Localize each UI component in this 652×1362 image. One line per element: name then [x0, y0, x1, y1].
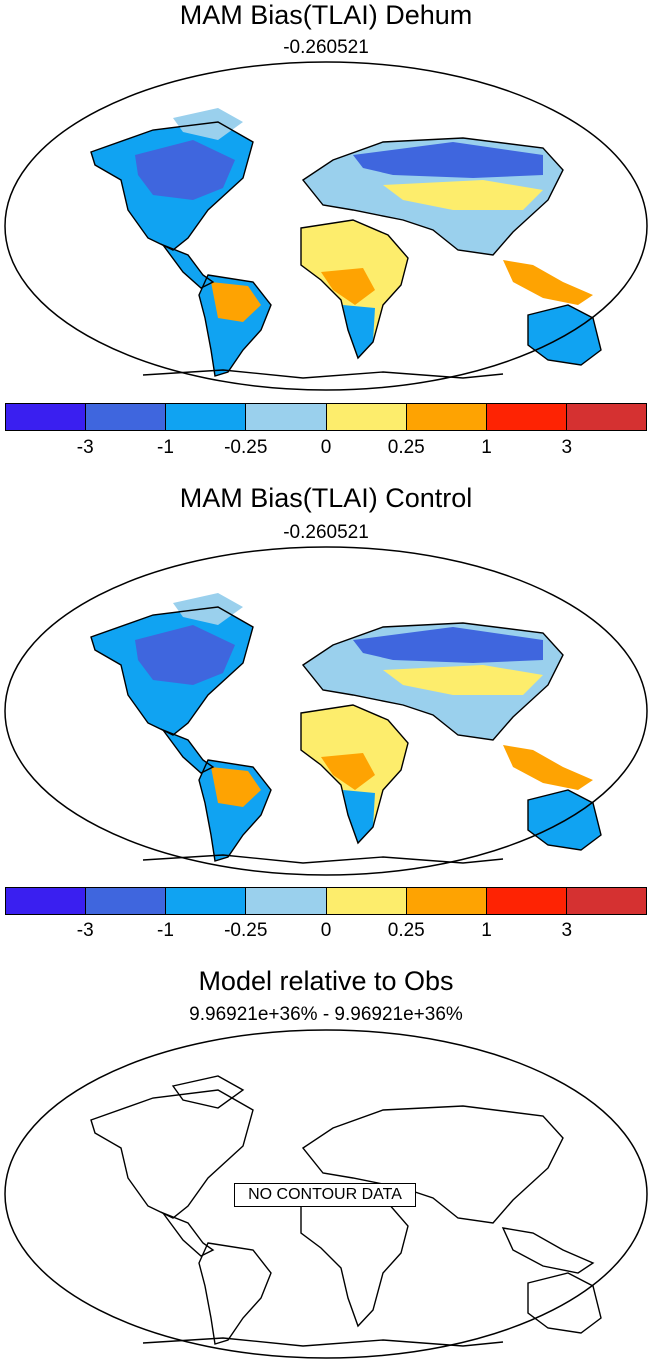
colorbar-1-swatch	[246, 404, 327, 430]
north-america-dark	[135, 140, 235, 200]
colorbar-1-labels: -3 -1 -0.25 0 0.25 1 3	[5, 437, 647, 461]
panel-2-title: MAM Bias(TLAI) Control	[179, 483, 473, 513]
colorbar-2-label: -3	[76, 920, 94, 941]
colorbar-2-swatch	[326, 888, 407, 914]
panel-2-map	[4, 546, 648, 876]
no-contour-data-label: NO CONTOUR DATA	[234, 1183, 416, 1207]
panel-1-fill	[91, 108, 601, 376]
colorbar-2-swatch	[166, 888, 247, 914]
panel-2-frame	[4, 546, 648, 876]
colorbar-1-label: -3	[76, 437, 94, 458]
colorbar-1-label: 0	[320, 437, 332, 458]
colorbar-2-swatch	[486, 888, 567, 914]
se-asia-fill	[503, 260, 593, 305]
panel-1-map	[4, 61, 648, 391]
central-america-fill	[163, 730, 213, 773]
panel-3-coastlines	[90, 1075, 602, 1347]
eurasia-dark	[353, 627, 543, 663]
colorbar-1-swatch	[6, 404, 87, 430]
eurasia-dark	[353, 142, 543, 178]
colorbar-2-swatch	[406, 888, 487, 914]
panel-1-title: MAM Bias(TLAI) Dehum	[179, 0, 473, 30]
panel-3-frame	[4, 1029, 648, 1359]
eurasia-mid	[383, 665, 543, 695]
colorbar-2-labels: -3 -1 -0.25 0 0.25 1 3	[5, 920, 647, 944]
colorbar-2-label: 0	[320, 920, 332, 941]
panel-2-fill	[91, 593, 601, 861]
colorbar-2-swatch	[566, 888, 646, 914]
colorbar-2-swatch	[86, 888, 167, 914]
panel-1-frame	[4, 61, 648, 391]
colorbar-2	[5, 887, 647, 915]
colorbar-1-swatch	[166, 404, 247, 430]
greenland-fill	[173, 108, 243, 140]
africa-orange	[321, 753, 375, 790]
colorbar-1-label: -1	[157, 437, 174, 458]
colorbar-1-swatch	[486, 404, 567, 430]
panel-3-subtitle: 9.96921e+36% - 9.96921e+36%	[189, 1004, 463, 1025]
panel-2-subtitle: -0.260521	[283, 522, 369, 543]
north-america-dark	[135, 625, 235, 685]
colorbar-1	[5, 403, 647, 431]
amazon-orange	[211, 282, 261, 322]
panel-1-subtitle: -0.260521	[283, 37, 369, 58]
colorbar-1-swatch	[566, 404, 646, 430]
colorbar-1-label: 0.25	[387, 437, 425, 458]
colorbar-2-label: 0.25	[387, 920, 425, 941]
colorbar-1-swatch	[86, 404, 167, 430]
colorbar-1-label: 1	[481, 437, 492, 458]
colorbar-2-swatch	[6, 888, 87, 914]
eurasia-mid	[383, 180, 543, 210]
central-america-fill	[163, 245, 213, 288]
colorbar-1-swatch	[326, 404, 407, 430]
colorbar-2-label: -0.25	[224, 920, 268, 941]
colorbar-2-label: -1	[157, 920, 174, 941]
colorbar-2-label: 1	[481, 920, 492, 941]
se-asia-fill	[503, 745, 593, 790]
africa-south	[343, 305, 375, 358]
africa-orange	[321, 268, 375, 305]
colorbar-2-label: 3	[561, 920, 573, 941]
africa-south	[343, 790, 375, 843]
panel-1-coastlines	[90, 121, 602, 379]
colorbar-2-swatch	[246, 888, 327, 914]
colorbar-1-label: 3	[561, 437, 573, 458]
panel-3-title: Model relative to Obs	[198, 966, 454, 996]
colorbar-1-swatch	[406, 404, 487, 430]
greenland-fill	[173, 593, 243, 625]
panel-2-coastlines	[90, 606, 602, 864]
colorbar-1-label: -0.25	[224, 437, 268, 458]
amazon-orange	[211, 767, 261, 807]
